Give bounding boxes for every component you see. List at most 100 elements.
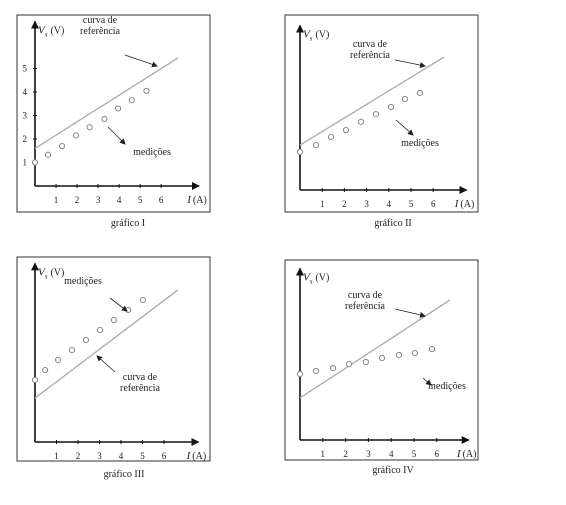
reference-arrow	[96, 355, 116, 373]
reference-label: curva de	[348, 290, 383, 301]
panel-frame	[16, 256, 211, 462]
measurement-point	[82, 336, 90, 344]
x-tick-label: 6	[435, 449, 440, 459]
y-label-subscript: s	[310, 278, 313, 286]
x-tick-label: 1	[321, 449, 326, 459]
x-axis-label: I (A)	[454, 198, 475, 210]
y-label-subscript: s	[310, 35, 313, 43]
x-label-symbol: I	[186, 194, 192, 206]
measurement-point	[114, 105, 122, 112]
y-tick-label: 5	[23, 64, 28, 74]
measurement-point	[96, 326, 104, 334]
reference-line	[299, 56, 445, 146]
y-tick-label: 4	[23, 87, 28, 97]
x-tick-label: 5	[412, 449, 417, 459]
measurements-label: medições	[133, 147, 171, 158]
y-label-subscript: s	[45, 31, 48, 39]
x-tick-label: 4	[389, 449, 394, 459]
measurements-label: medições	[428, 381, 466, 392]
x-tick-label: 5	[138, 195, 143, 205]
measurement-point	[72, 132, 80, 139]
y-axis-label: Vs (V)	[38, 25, 64, 39]
reference-line	[34, 57, 179, 149]
measurements-label: medições	[64, 276, 102, 287]
x-label-unit: (A)	[193, 195, 207, 206]
x-tick-label: 5	[140, 451, 145, 461]
panel-frame	[16, 14, 211, 213]
x-tick-label: 1	[320, 199, 325, 209]
y-axis-label: Vs (V)	[303, 29, 329, 43]
measurements-arrow	[395, 119, 414, 136]
measurement-point	[59, 142, 66, 150]
panel-frame	[284, 14, 479, 213]
measurement-point	[68, 347, 76, 354]
x-tick-label: 3	[96, 195, 101, 205]
reference-label: referência	[120, 383, 161, 394]
x-tick-label: 3	[364, 199, 369, 209]
x-tick-label: 6	[162, 451, 167, 461]
measurement-point	[110, 316, 118, 324]
y-axis-label: Vs (V)	[303, 272, 329, 286]
measurement-point	[327, 133, 335, 140]
x-tick-label: 2	[75, 195, 80, 205]
measurements-arrow	[107, 126, 126, 145]
y-label-symbol: V	[303, 272, 311, 284]
measurement-point	[44, 151, 52, 158]
measurements-arrow	[422, 377, 432, 386]
measurement-point	[401, 95, 409, 103]
measurement-point	[312, 367, 320, 375]
x-tick-label: 6	[431, 199, 436, 209]
y-label-unit: (V)	[50, 267, 64, 278]
reference-label: curva de	[123, 372, 158, 383]
measurement-point	[139, 296, 147, 304]
measurement-point	[86, 124, 93, 131]
x-tick-label: 4	[387, 199, 392, 209]
measurement-point	[101, 115, 108, 123]
y-axis-label: Vs (V)	[38, 266, 64, 280]
x-label-unit: (A)	[192, 451, 206, 462]
measurement-point	[342, 126, 350, 134]
measurement-point	[296, 370, 304, 378]
measurement-point	[362, 358, 369, 366]
panel-frame	[284, 259, 479, 461]
y-label-unit: (V)	[315, 30, 329, 41]
chart-caption: gráfico IV	[372, 465, 414, 476]
x-tick-label: 4	[119, 451, 124, 461]
measurement-point	[128, 97, 135, 104]
y-tick-label: 2	[23, 134, 28, 144]
x-label-symbol: I	[454, 198, 460, 210]
measurement-point	[411, 349, 418, 357]
measurement-point	[42, 366, 49, 374]
x-axis-label: I (A)	[186, 450, 207, 462]
measurement-point	[296, 148, 304, 156]
reference-label: curva de	[353, 39, 388, 50]
measurement-point	[387, 103, 395, 111]
chart-caption: gráfico I	[111, 218, 145, 229]
x-tick-label: 5	[409, 199, 414, 209]
chart-caption: gráfico II	[374, 218, 411, 229]
reference-label: referência	[80, 26, 121, 37]
y-tick-label: 3	[23, 111, 28, 121]
measurement-point	[357, 118, 365, 125]
y-label-subscript: s	[45, 272, 48, 280]
x-tick-label: 2	[76, 451, 81, 461]
y-label-unit: (V)	[50, 26, 64, 37]
reference-arrow	[394, 59, 426, 68]
x-tick-label: 3	[97, 451, 102, 461]
measurement-point	[428, 345, 436, 353]
measurement-point	[143, 87, 150, 94]
measurement-point	[31, 159, 39, 166]
x-label-unit: (A)	[463, 449, 477, 460]
x-axis-label: I (A)	[456, 448, 477, 460]
measurement-point	[345, 361, 353, 368]
x-tick-label: 2	[342, 199, 347, 209]
measurements-arrow	[109, 297, 128, 312]
reference-label: referência	[350, 50, 391, 61]
x-tick-label: 3	[366, 449, 371, 459]
reference-label: curva de	[83, 15, 118, 26]
measurement-point	[124, 306, 132, 314]
measurement-point	[54, 356, 62, 364]
reference-arrow	[124, 54, 158, 68]
reference-line	[34, 289, 179, 399]
y-label-symbol: V	[303, 29, 311, 41]
